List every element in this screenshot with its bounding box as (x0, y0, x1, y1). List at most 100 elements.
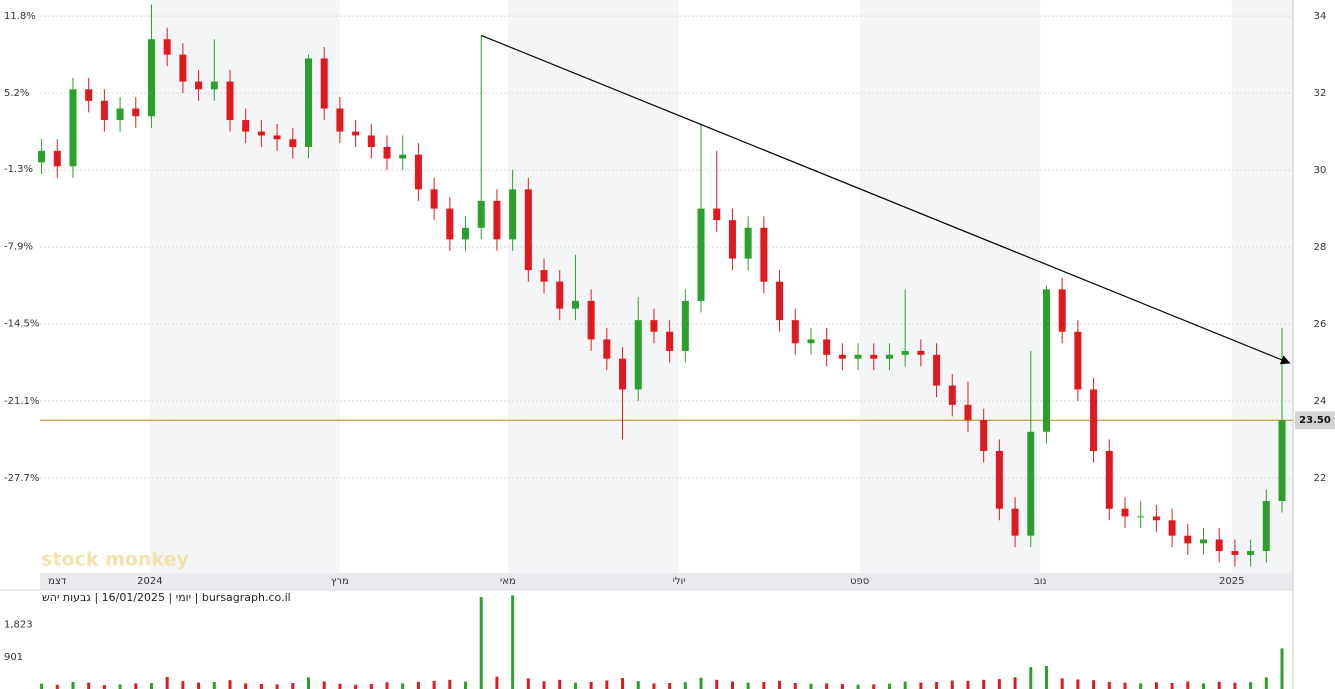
candle-body (383, 147, 391, 159)
candle-body (446, 208, 454, 240)
volume-bar (668, 682, 672, 689)
candle-body (823, 339, 831, 355)
x-tick-label: נוב (1034, 576, 1047, 587)
volume-bar (762, 681, 766, 689)
candle-body (760, 227, 768, 282)
candle-body (1152, 516, 1160, 521)
volume-bar (558, 679, 562, 689)
candle-body (1168, 520, 1176, 536)
candle-body (524, 189, 532, 271)
volume-bar (291, 682, 295, 689)
subtitle: יומי | 16/01/2025 | גבעות יהש | bursagra… (42, 591, 291, 604)
candle-body (399, 154, 407, 159)
candle-body (163, 39, 171, 55)
candle-body (587, 300, 595, 340)
candle-body (791, 320, 799, 344)
candle-body (1090, 389, 1098, 452)
y2-tick-label: -1.3% (4, 164, 33, 175)
shade-band (507, 0, 680, 573)
candle-body (195, 81, 203, 90)
candle-body (257, 131, 265, 136)
volume-bar (244, 683, 248, 689)
volume-bar (385, 682, 389, 689)
volume-bar (1044, 666, 1048, 689)
volume-bar (997, 679, 1001, 689)
last-price-box (1295, 411, 1335, 430)
candle-body (1247, 551, 1255, 555)
volume-bar (1139, 683, 1143, 689)
candle-body (1058, 289, 1066, 332)
last-price-label: 23.50 (1299, 415, 1331, 426)
volume-bar (212, 681, 216, 689)
candle-body (1074, 331, 1082, 390)
volume-bar (55, 684, 59, 689)
y-tick-label: 26 (1314, 319, 1327, 330)
volume-bar (887, 683, 891, 689)
volume-bar (1076, 679, 1080, 689)
volume-bar (526, 678, 530, 689)
candle-body (980, 420, 988, 452)
candle-body (917, 350, 925, 355)
candle-body (964, 404, 972, 421)
volume-bar (1186, 681, 1190, 689)
candle-body (838, 354, 846, 359)
volume-bar (730, 681, 734, 689)
volume-bar (1013, 677, 1017, 689)
candle-body (336, 108, 344, 132)
volume-bar (1264, 677, 1268, 689)
volume-bar (1107, 681, 1111, 689)
candle-body (367, 135, 375, 148)
candle-body (995, 451, 1003, 509)
volume-bar (605, 680, 609, 689)
candle-body (273, 135, 281, 140)
y-tick-label: 22 (1314, 473, 1327, 484)
volume-bar (495, 676, 499, 689)
volume-bar (809, 683, 813, 689)
candle-body (885, 354, 893, 359)
volume-bar (354, 684, 358, 689)
x-tick-label: ספט (850, 576, 869, 587)
volume-bar (856, 684, 860, 689)
volume-bar (840, 684, 844, 689)
y-tick-label: 34 (1314, 11, 1327, 22)
volume-bar (950, 680, 954, 689)
volume-bar (1060, 678, 1064, 689)
y2-tick-label: -7.9% (4, 241, 33, 252)
candle-body (38, 150, 46, 163)
y2-tick-label: -27.7% (4, 473, 39, 484)
y-tick-label: 24 (1314, 396, 1327, 407)
volume-bar (134, 683, 138, 689)
volume-bar (149, 682, 153, 689)
y2-tick-label: -14.5% (4, 319, 39, 330)
candle-body (1200, 539, 1207, 544)
candle-body (1105, 451, 1113, 509)
candle-body (116, 108, 124, 121)
candle-body (132, 108, 140, 117)
volume-bar (464, 681, 468, 689)
candle-body (744, 227, 752, 259)
y-tick-label: 30 (1314, 165, 1327, 176)
volume-bar (1123, 682, 1127, 689)
candle-body (1184, 535, 1192, 544)
candle-body (1278, 420, 1286, 502)
volume-bar (715, 679, 719, 689)
volume-bar (416, 681, 420, 689)
candle-body (320, 58, 328, 109)
volume-bar (636, 681, 640, 689)
volume-bar (746, 682, 750, 689)
candle-body (603, 339, 611, 359)
candle-body (1011, 508, 1019, 536)
volume-bar (511, 595, 515, 689)
candle-body (477, 200, 485, 228)
candle-body (650, 320, 658, 332)
volume-bar (652, 683, 656, 689)
candle-body (1137, 516, 1145, 518)
volume-bar (1280, 648, 1284, 689)
candle-body (1215, 539, 1223, 552)
candle-body (901, 350, 909, 355)
volume-bar (683, 682, 687, 689)
volume-bar (165, 676, 169, 689)
candle-body (462, 227, 470, 240)
volume-bar (401, 683, 405, 689)
candle-body (179, 54, 187, 82)
